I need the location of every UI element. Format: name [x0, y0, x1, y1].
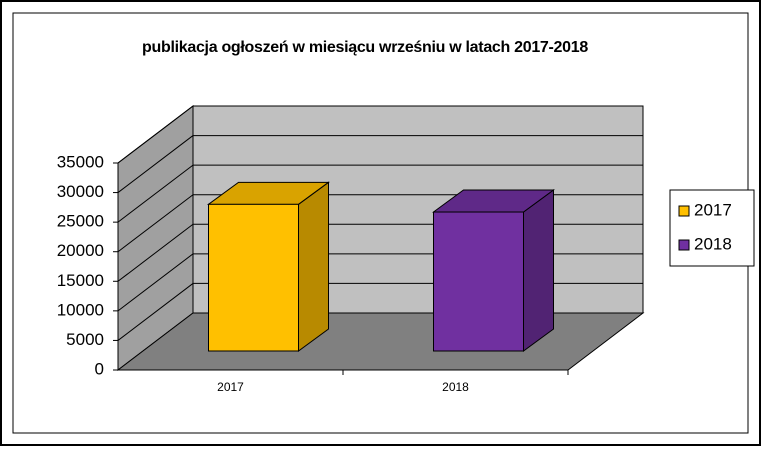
grid-line	[117, 135, 194, 193]
floor	[116, 312, 645, 371]
legend-swatch	[678, 239, 690, 251]
legend-box	[669, 189, 755, 267]
bar-side	[523, 189, 554, 352]
legend-label: 2018	[694, 234, 732, 253]
grid-line	[117, 283, 194, 341]
bar	[433, 211, 524, 352]
title-box: publikacja ogłoszeń w miesiącu wrześniu …	[142, 39, 588, 56]
y-tick-label: 30000	[57, 182, 104, 201]
x-tick-label: 2018	[442, 380, 469, 394]
chart-title: publikacja ogłoszeń w miesiącu wrześniu …	[142, 39, 588, 56]
y-tick-label: 5000	[66, 330, 104, 349]
y-tick-label: 0	[95, 359, 104, 378]
x-tick-label: 2017	[217, 380, 244, 394]
grid-line	[117, 223, 194, 282]
grid-line	[117, 164, 194, 223]
y-tick-label: 10000	[57, 300, 104, 319]
legend-label: 2017	[694, 200, 732, 219]
grid-line	[117, 253, 194, 312]
bar	[208, 203, 299, 352]
y-tick-label: 20000	[57, 241, 104, 260]
grid-line	[117, 194, 194, 253]
y-tick-label: 25000	[57, 212, 104, 231]
grid-line	[117, 105, 194, 164]
bar-side	[298, 181, 329, 352]
y-tick-label: 15000	[57, 271, 104, 290]
y-tick-label: 35000	[57, 152, 104, 171]
legend-swatch	[678, 205, 690, 217]
